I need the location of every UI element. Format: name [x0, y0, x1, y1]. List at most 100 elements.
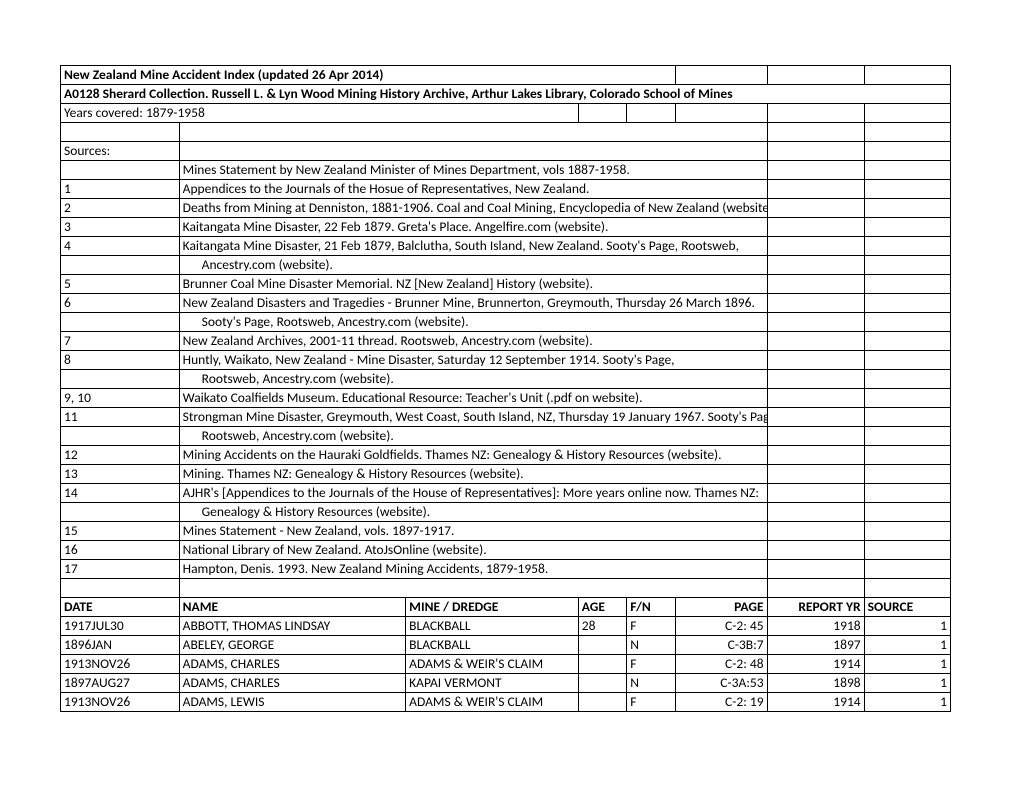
cell-fn: F: [627, 693, 676, 712]
col-date: DATE: [61, 598, 180, 617]
document-page: New Zealand Mine Accident Index (updated…: [0, 0, 1020, 788]
years-row: Years covered: 1879-1958: [61, 104, 951, 123]
source-row: Sooty's Page, Rootsweb, Ancestry.com (we…: [61, 313, 951, 332]
source-text: Brunner Coal Mine Disaster Memorial. NZ …: [179, 275, 767, 294]
cell-date: 1913NOV26: [61, 655, 180, 674]
source-key: 8: [61, 351, 180, 370]
source-text: Hampton, Denis. 1993. New Zealand Mining…: [179, 560, 767, 579]
source-text: AJHR's [Appendices to the Journals of th…: [179, 484, 767, 503]
blank-row: [61, 579, 951, 598]
col-page: PAGE: [675, 598, 767, 617]
source-key: 2: [61, 199, 180, 218]
data-row: 1913NOV26ADAMS, LEWISADAMS & WEIR'S CLAI…: [61, 693, 951, 712]
source-key: 6: [61, 294, 180, 313]
data-row: 1917JUL30ABBOTT, THOMAS LINDSAYBLACKBALL…: [61, 617, 951, 636]
source-row: 12Mining Accidents on the Hauraki Goldfi…: [61, 446, 951, 465]
source-text: Kaitangata Mine Disaster, 22 Feb 1879. G…: [179, 218, 767, 237]
source-text: Rootsweb, Ancestry.com (website).: [179, 427, 767, 446]
source-text: Kaitangata Mine Disaster, 21 Feb 1879, B…: [179, 237, 767, 256]
source-text: Deaths from Mining at Denniston, 1881-19…: [179, 199, 767, 218]
title-row: New Zealand Mine Accident Index (updated…: [61, 66, 951, 85]
source-key: 12: [61, 446, 180, 465]
spreadsheet-table: New Zealand Mine Accident Index (updated…: [60, 65, 951, 712]
cell-age: [578, 693, 627, 712]
cell-name: ADAMS, CHARLES: [179, 655, 406, 674]
source-row: 16National Library of New Zealand. AtoJs…: [61, 541, 951, 560]
cell-page: C-2: 48: [675, 655, 767, 674]
source-text: New Zealand Archives, 2001-11 thread. Ro…: [179, 332, 767, 351]
source-text: Rootsweb, Ancestry.com (website).: [179, 370, 767, 389]
cell-name: ADAMS, LEWIS: [179, 693, 406, 712]
cell-page: C-3B:7: [675, 636, 767, 655]
source-row: 14AJHR's [Appendices to the Journals of …: [61, 484, 951, 503]
cell-name: ABBOTT, THOMAS LINDSAY: [179, 617, 406, 636]
col-name: NAME: [179, 598, 406, 617]
source-key: 17: [61, 560, 180, 579]
cell-page: C-2: 19: [675, 693, 767, 712]
cell-fn: F: [627, 655, 676, 674]
cell-yr: 1914: [767, 693, 864, 712]
data-row: 1897AUG27ADAMS, CHARLESKAPAI VERMONTNC-3…: [61, 674, 951, 693]
header-row: DATENAMEMINE / DREDGEAGEF/NPAGEREPORT YR…: [61, 598, 951, 617]
cell-yr: 1897: [767, 636, 864, 655]
source-text: Mining. Thames NZ: Genealogy & History R…: [179, 465, 767, 484]
source-row: 13Mining. Thames NZ: Genealogy & History…: [61, 465, 951, 484]
data-row: 1913NOV26ADAMS, CHARLESADAMS & WEIR'S CL…: [61, 655, 951, 674]
source-row: 4Kaitangata Mine Disaster, 21 Feb 1879, …: [61, 237, 951, 256]
cell-mine: BLACKBALL: [406, 636, 579, 655]
cell-date: 1917JUL30: [61, 617, 180, 636]
col-age: AGE: [578, 598, 627, 617]
col-report-yr: REPORT YR: [767, 598, 864, 617]
source-key: 4: [61, 237, 180, 256]
source-text: Ancestry.com (website).: [179, 256, 767, 275]
cell-age: [578, 674, 627, 693]
source-key: 14: [61, 484, 180, 503]
source-key: 7: [61, 332, 180, 351]
subtitle-row: A0128 Sherard Collection. Russell L. & L…: [61, 85, 951, 104]
cell-name: ADAMS, CHARLES: [179, 674, 406, 693]
years-covered: Years covered: 1879-1958: [61, 104, 579, 123]
col-source: SOURCE: [864, 598, 950, 617]
source-key: 13: [61, 465, 180, 484]
source-row: Rootsweb, Ancestry.com (website).: [61, 427, 951, 446]
source-row: 6New Zealand Disasters and Tragedies - B…: [61, 294, 951, 313]
table-body: New Zealand Mine Accident Index (updated…: [61, 66, 951, 712]
source-row: 11Strongman Mine Disaster, Greymouth, We…: [61, 408, 951, 427]
cell-name: ABELEY, GEORGE: [179, 636, 406, 655]
source-text: Strongman Mine Disaster, Greymouth, West…: [179, 408, 767, 427]
source-key: [61, 503, 180, 522]
cell-src: 1: [864, 655, 950, 674]
cell-date: 1896JAN: [61, 636, 180, 655]
source-text: Waikato Coalfields Museum. Educational R…: [179, 389, 767, 408]
source-row: 9, 10Waikato Coalfields Museum. Educatio…: [61, 389, 951, 408]
source-text: Mines Statement - New Zealand, vols. 189…: [179, 522, 767, 541]
source-key: [61, 370, 180, 389]
source-text: Genealogy & History Resources (website).: [179, 503, 767, 522]
cell-mine: KAPAI VERMONT: [406, 674, 579, 693]
source-row: 3Kaitangata Mine Disaster, 22 Feb 1879. …: [61, 218, 951, 237]
source-row: 7New Zealand Archives, 2001-11 thread. R…: [61, 332, 951, 351]
cell-mine: ADAMS & WEIR'S CLAIM: [406, 693, 579, 712]
cell-src: 1: [864, 636, 950, 655]
source-key: [61, 256, 180, 275]
source-key: [61, 427, 180, 446]
sources-label: Sources:: [61, 142, 180, 161]
source-key: 3: [61, 218, 180, 237]
doc-title: New Zealand Mine Accident Index (updated…: [61, 66, 676, 85]
source-key: 15: [61, 522, 180, 541]
cell-fn: F: [627, 617, 676, 636]
col-mine: MINE / DREDGE: [406, 598, 579, 617]
source-row: Ancestry.com (website).: [61, 256, 951, 275]
cell-src: 1: [864, 674, 950, 693]
source-row: Mines Statement by New Zealand Minister …: [61, 161, 951, 180]
source-row: 1Appendices to the Journals of the Hosue…: [61, 180, 951, 199]
source-text: Mining Accidents on the Hauraki Goldfiel…: [179, 446, 767, 465]
source-key: 11: [61, 408, 180, 427]
source-key: 16: [61, 541, 180, 560]
source-text: Appendices to the Journals of the Hosue …: [179, 180, 767, 199]
source-key: [61, 161, 180, 180]
cell-mine: ADAMS & WEIR'S CLAIM: [406, 655, 579, 674]
blank-row: [61, 123, 951, 142]
sources-header-row: Sources:: [61, 142, 951, 161]
cell-age: [578, 655, 627, 674]
